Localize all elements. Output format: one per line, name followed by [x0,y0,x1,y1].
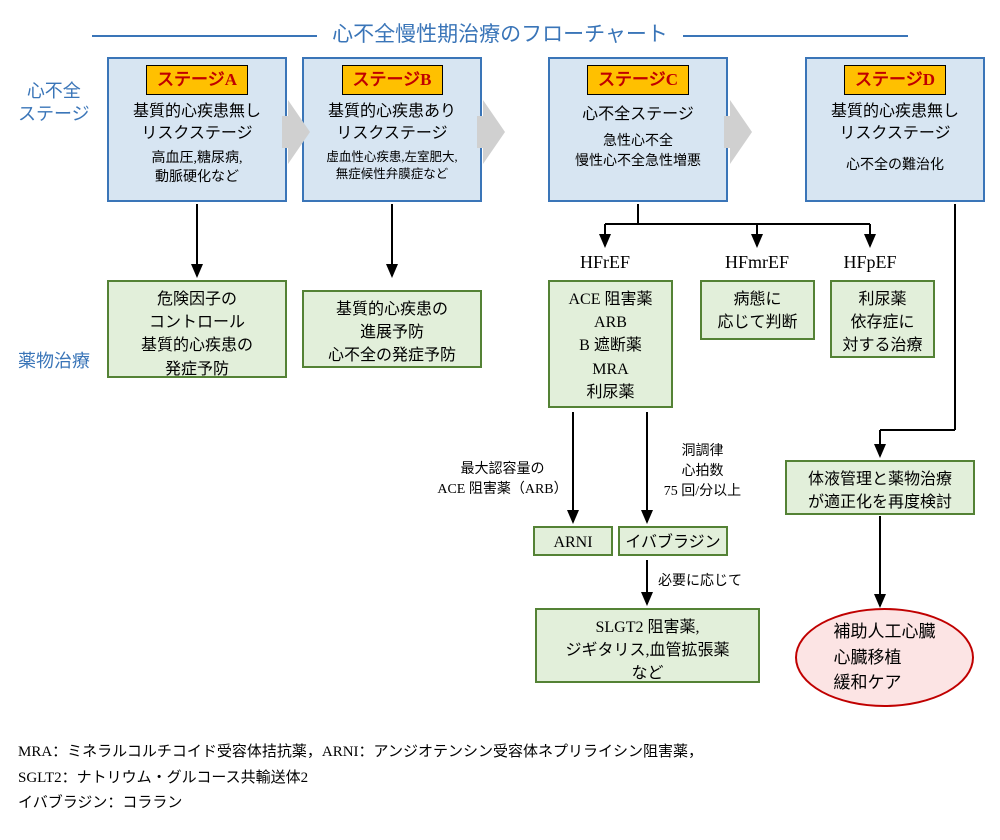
legend-l3: イバブラジン：コララン [18,791,703,817]
green-a: 危険因子の コントロール 基質的心疾患の 発症予防 [107,280,287,378]
green-arni: ARNI [533,526,613,556]
green-hfmref: 病態に 応じて判断 [700,280,815,340]
note-asneeded: 必要に応じて [658,570,742,590]
green-reeval: 体液管理と薬物治療 が適正化を再度検討 [785,460,975,515]
note-sinus: 洞調律 心拍数 75 回/分以上 [655,440,750,500]
flow-arrows [0,0,1000,840]
green-hfref: ACE 阻害薬 ARB B 遮断薬 MRA 利尿薬 [548,280,673,408]
legend: MRA：ミネラルコルチコイド受容体拮抗薬，ARNI：アンジオテンシン受容体ネプリ… [18,740,703,817]
green-slgt2: SLGT2 阻害薬, ジギタリス,血管拡張薬 など [535,608,760,683]
legend-l2: SGLT2：ナトリウム・グルコース共輸送体2 [18,766,703,792]
legend-l1: MRA：ミネラルコルチコイド受容体拮抗薬，ARNI：アンジオテンシン受容体ネプリ… [18,740,703,766]
green-b: 基質的心疾患の 進展予防 心不全の発症予防 [302,290,482,368]
green-ivab: イバブラジン [618,526,728,556]
col-hfref: HFrEF [560,252,650,273]
note-ace: 最大認容量の ACE 阻害薬（ARB） [430,458,575,498]
col-hfmref: HFmrEF [710,252,804,273]
final-oval: 補助人工心臓 心臓移植 緩和ケア [795,608,974,707]
col-hfpef: HFpEF [828,252,912,273]
green-hfpef: 利尿薬 依存症に 対する治療 [830,280,935,358]
